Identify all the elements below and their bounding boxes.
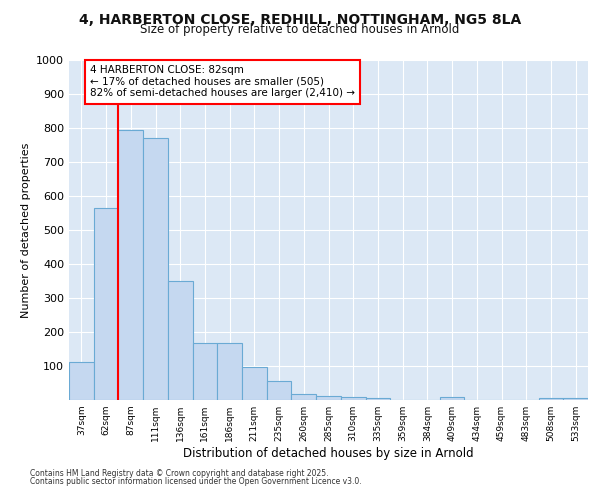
Text: 4 HARBERTON CLOSE: 82sqm
← 17% of detached houses are smaller (505)
82% of semi-: 4 HARBERTON CLOSE: 82sqm ← 17% of detach… (90, 65, 355, 98)
Bar (168, 281, 193, 400)
X-axis label: Distribution of detached houses by size in Arnold: Distribution of detached houses by size … (183, 447, 474, 460)
Bar (365, 398, 390, 400)
Bar (143, 138, 168, 400)
Bar (118, 130, 143, 400)
Bar (341, 396, 365, 400)
Text: 4, HARBERTON CLOSE, REDHILL, NOTTINGHAM, NG5 8LA: 4, HARBERTON CLOSE, REDHILL, NOTTINGHAM,… (79, 12, 521, 26)
Bar (217, 343, 242, 400)
Bar (440, 398, 464, 400)
Bar (316, 396, 341, 400)
Bar (242, 366, 267, 400)
Bar (94, 208, 118, 400)
Bar (539, 398, 563, 400)
Bar (267, 382, 292, 400)
Text: Contains public sector information licensed under the Open Government Licence v3: Contains public sector information licen… (30, 477, 362, 486)
Text: Contains HM Land Registry data © Crown copyright and database right 2025.: Contains HM Land Registry data © Crown c… (30, 468, 329, 477)
Bar (69, 362, 94, 400)
Text: Size of property relative to detached houses in Arnold: Size of property relative to detached ho… (140, 22, 460, 36)
Bar (193, 343, 217, 400)
Y-axis label: Number of detached properties: Number of detached properties (20, 142, 31, 318)
Bar (563, 398, 588, 400)
Bar (292, 394, 316, 400)
